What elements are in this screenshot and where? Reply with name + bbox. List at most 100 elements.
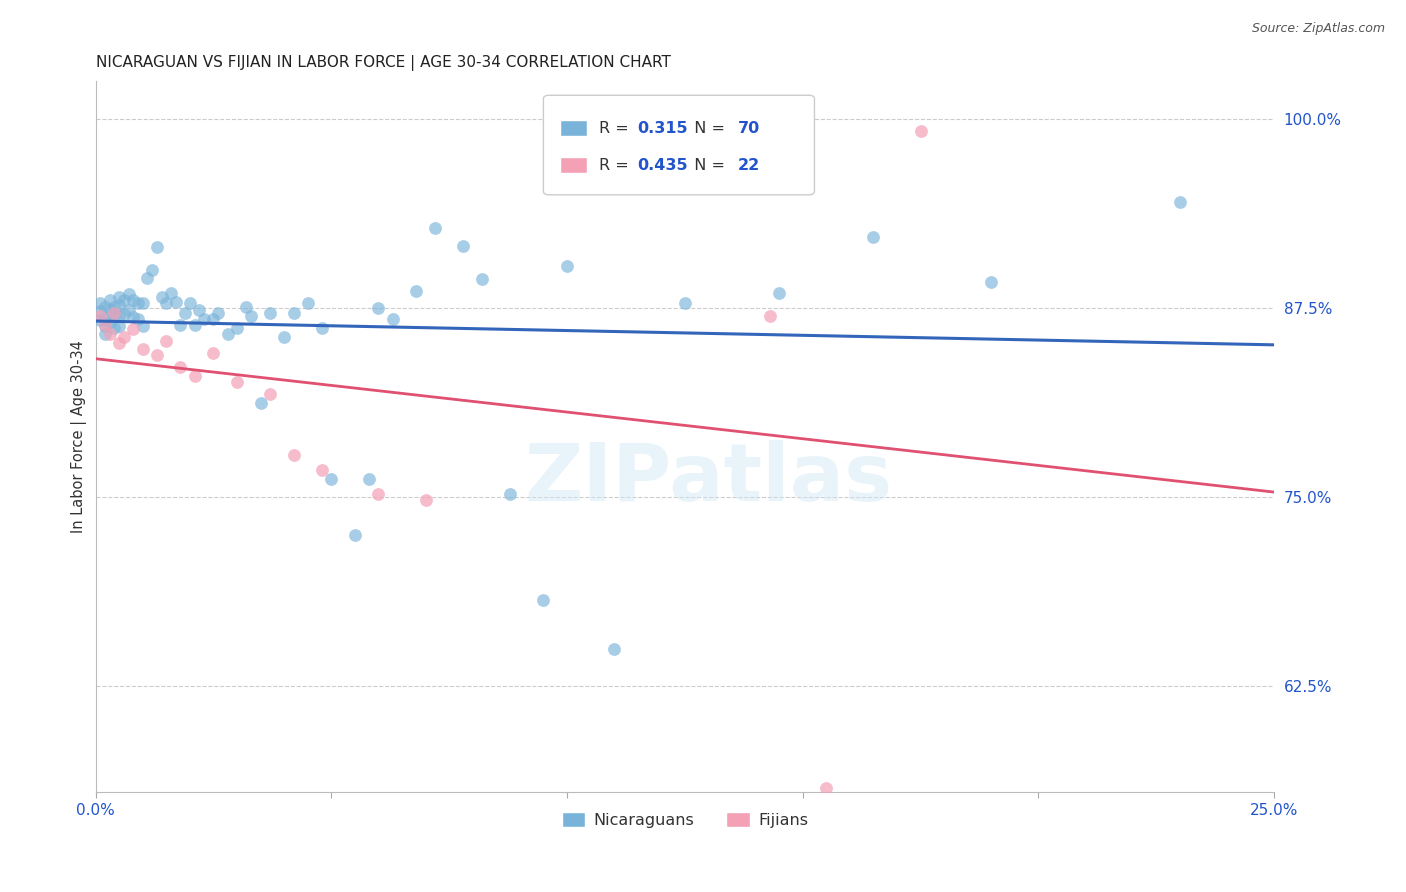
Point	[132, 319, 155, 334]
Bar	[561, 158, 588, 173]
Point	[283, 305, 305, 319]
Point	[146, 348, 169, 362]
Point	[89, 309, 111, 323]
Text: Source: ZipAtlas.com: Source: ZipAtlas.com	[1251, 22, 1385, 36]
Point	[471, 272, 494, 286]
Point	[122, 310, 145, 325]
Point	[160, 285, 183, 300]
Point	[103, 309, 125, 323]
Point	[311, 320, 333, 334]
Point	[108, 290, 131, 304]
Point	[141, 263, 163, 277]
Point	[357, 472, 380, 486]
Point	[98, 315, 121, 329]
Point	[259, 387, 281, 401]
Point	[165, 295, 187, 310]
Point	[98, 326, 121, 341]
Text: ZIPatlas: ZIPatlas	[524, 441, 893, 518]
Text: 0.435: 0.435	[638, 158, 689, 173]
Point	[94, 318, 117, 332]
Point	[112, 293, 135, 308]
Text: NICARAGUAN VS FIJIAN IN LABOR FORCE | AGE 30-34 CORRELATION CHART: NICARAGUAN VS FIJIAN IN LABOR FORCE | AG…	[96, 55, 671, 71]
Text: R =: R =	[599, 121, 634, 136]
Point	[415, 493, 437, 508]
Point	[103, 305, 125, 319]
Point	[193, 311, 215, 326]
Point	[183, 318, 205, 332]
Point	[94, 311, 117, 326]
Bar	[561, 120, 588, 136]
Point	[183, 369, 205, 384]
Point	[423, 220, 446, 235]
Point	[367, 487, 389, 501]
Point	[202, 311, 225, 326]
Point	[499, 487, 522, 501]
Point	[103, 320, 125, 334]
Point	[311, 463, 333, 477]
Text: N =: N =	[683, 158, 730, 173]
Point	[146, 240, 169, 254]
Point	[321, 472, 343, 486]
Point	[283, 448, 305, 462]
Point	[89, 304, 111, 318]
Text: 70: 70	[738, 121, 761, 136]
Point	[132, 342, 155, 356]
Point	[815, 780, 838, 795]
Point	[202, 346, 225, 360]
Point	[112, 307, 135, 321]
Point	[297, 296, 319, 310]
Legend: Nicaraguans, Fijians: Nicaraguans, Fijians	[555, 805, 814, 834]
Point	[249, 396, 271, 410]
Point	[768, 285, 790, 300]
Point	[98, 293, 121, 308]
Point	[226, 320, 249, 334]
Point	[169, 318, 191, 332]
Point	[127, 311, 149, 326]
Point	[405, 285, 427, 299]
Point	[150, 290, 173, 304]
Point	[343, 528, 366, 542]
Point	[174, 305, 197, 319]
Point	[127, 296, 149, 310]
Point	[259, 305, 281, 319]
Point	[910, 124, 932, 138]
Point	[108, 319, 131, 334]
Point	[108, 335, 131, 350]
Point	[122, 293, 145, 308]
Point	[89, 313, 111, 327]
Point	[603, 641, 626, 656]
Point	[240, 309, 263, 323]
Point	[367, 301, 389, 315]
Text: N =: N =	[683, 121, 730, 136]
Point	[136, 270, 159, 285]
Point	[862, 230, 884, 244]
Point	[381, 311, 404, 326]
Point	[980, 275, 1002, 289]
Point	[451, 239, 474, 253]
Point	[117, 287, 139, 301]
Text: 0.315: 0.315	[638, 121, 689, 136]
Point	[112, 330, 135, 344]
FancyBboxPatch shape	[543, 95, 814, 194]
Point	[103, 300, 125, 314]
Point	[98, 302, 121, 317]
Point	[531, 593, 554, 607]
Text: R =: R =	[599, 158, 634, 173]
Point	[273, 330, 295, 344]
Point	[758, 309, 780, 323]
Point	[673, 296, 696, 310]
Point	[235, 300, 257, 314]
Point	[94, 300, 117, 314]
Point	[179, 296, 201, 310]
Point	[94, 326, 117, 341]
Point	[155, 296, 177, 310]
Point	[226, 375, 249, 389]
Point	[217, 326, 239, 341]
Point	[94, 319, 117, 334]
Y-axis label: In Labor Force | Age 30-34: In Labor Force | Age 30-34	[72, 340, 87, 533]
Point	[188, 302, 211, 317]
Point	[1168, 195, 1191, 210]
Point	[555, 259, 578, 273]
Point	[108, 298, 131, 312]
Point	[108, 309, 131, 323]
